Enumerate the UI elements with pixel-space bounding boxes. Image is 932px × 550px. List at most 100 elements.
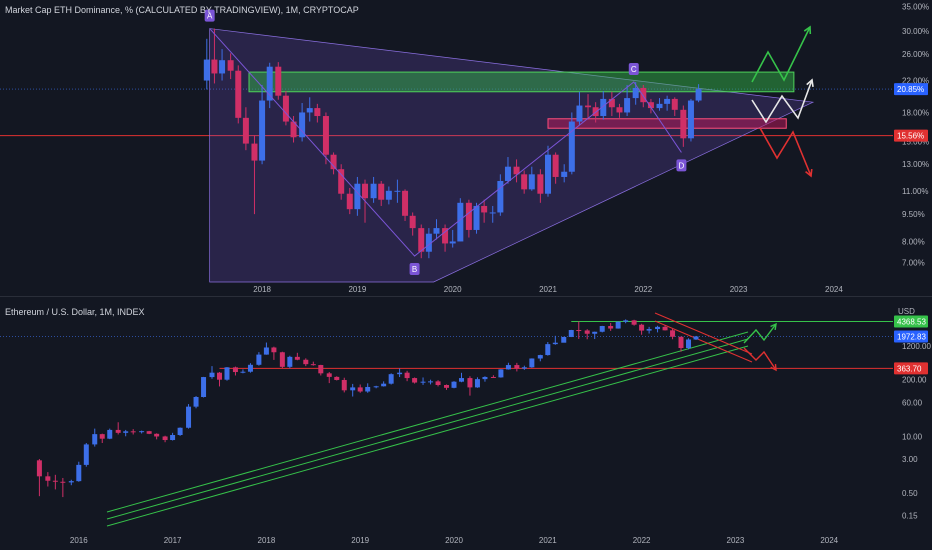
current-price-badge: 20.85% [894,83,928,96]
candle [568,112,575,175]
candle [678,336,684,352]
candle [576,91,583,126]
candle-body [505,365,511,370]
candle [83,443,89,467]
price-badge-text: 1972.83 [897,332,926,341]
x-tick-label: 2020 [444,285,462,294]
candle-body [240,371,246,373]
candle-body [425,233,432,252]
candle [504,157,511,184]
candle-body [271,347,277,353]
candle [287,355,293,369]
candle-body [397,372,403,375]
x-tick-label: 2016 [70,536,88,545]
eth-usd-pane[interactable]: 1200.00 200.00 60.00 10.00 3.00 0.50 0.15 4368.… [0,307,931,545]
candle-body [68,481,74,483]
candle [608,91,615,117]
candle [513,159,520,183]
scenario-arrowhead [803,25,812,35]
candle-body [489,212,496,214]
candle-body [521,174,528,190]
trend-line [106,331,749,513]
support-price-badge: 15.56% [894,129,928,142]
candle-body [402,190,409,216]
candle-body [528,174,535,190]
candle-body [513,166,520,175]
candle [481,199,488,223]
candle [130,429,136,435]
candle [482,376,488,382]
candle [290,116,297,143]
candle-body [670,330,676,337]
candle-body [428,381,434,383]
candle-body [418,228,425,252]
candle-body [193,397,199,407]
candle-body [656,103,663,109]
candle-body [303,359,309,365]
x-tick-label: 2019 [351,536,369,545]
candle [115,422,121,435]
candle-body [459,378,465,382]
candle [465,199,472,238]
candle [294,352,300,361]
time-axis[interactable]: 2016 2017 2018 2019 2020 2021 2022 2023 2024 [70,536,839,545]
candle-body [561,171,568,177]
candle-body [299,112,306,138]
candle [346,187,353,215]
time-axis[interactable]: 2018 2019 2020 2021 2022 2023 2024 [253,285,843,294]
x-tick-label: 2022 [634,285,652,294]
candle-body [203,59,210,81]
eth-dominance-pane[interactable]: A B C D 35.00% 30.00% 26.00% 22.00% 18.00% 15.00… [0,0,929,294]
candle-body [338,169,345,194]
trend-lines [106,312,753,527]
y-tick-label: 200.00 [902,376,927,385]
candle [338,164,345,200]
candle-body [83,444,89,465]
candle [99,433,105,444]
y-tick-label: 1200.00 [902,342,931,351]
candle [201,376,207,398]
candle-body [242,117,249,144]
candle [433,219,440,240]
candle-body [435,381,441,386]
candle-body [216,372,222,380]
green-zone [248,71,795,93]
candle [687,98,694,142]
candle-series [203,28,702,259]
candle [36,459,42,497]
scenario-path [759,127,812,177]
scenario-arrows [743,322,777,372]
candle [552,335,558,345]
candle-body [584,330,590,334]
candle [314,103,321,123]
candle [211,28,218,84]
candle [170,432,176,441]
pane-separator[interactable] [0,296,932,297]
candle-body [576,330,582,332]
price-axis[interactable]: 35.00% 30.00% 26.00% 22.00% 18.00% 15.00% 13.0… [894,3,929,268]
candle-body [373,386,379,388]
scenario-arrowhead [806,78,814,88]
price-axis[interactable]: 1200.00 200.00 60.00 10.00 3.00 0.50 0.15 4368.… [894,315,931,521]
candle-body [45,476,51,481]
candle-body [457,202,464,242]
candle-body [474,379,480,388]
candle-body [639,324,645,331]
candle [693,335,699,340]
candle [670,328,676,340]
candle-body [227,60,234,71]
candle-body [99,434,105,439]
candle [418,224,425,259]
candle [350,383,356,397]
candle-body [624,98,631,113]
candle-body [52,480,58,482]
candle [240,369,246,374]
candle [656,98,663,111]
candle [385,186,392,205]
candle-body [687,100,694,139]
candle-body [310,364,316,366]
bullish-arrow [751,25,812,83]
candle-body [600,98,607,117]
candle [216,372,222,387]
candle [600,90,607,120]
